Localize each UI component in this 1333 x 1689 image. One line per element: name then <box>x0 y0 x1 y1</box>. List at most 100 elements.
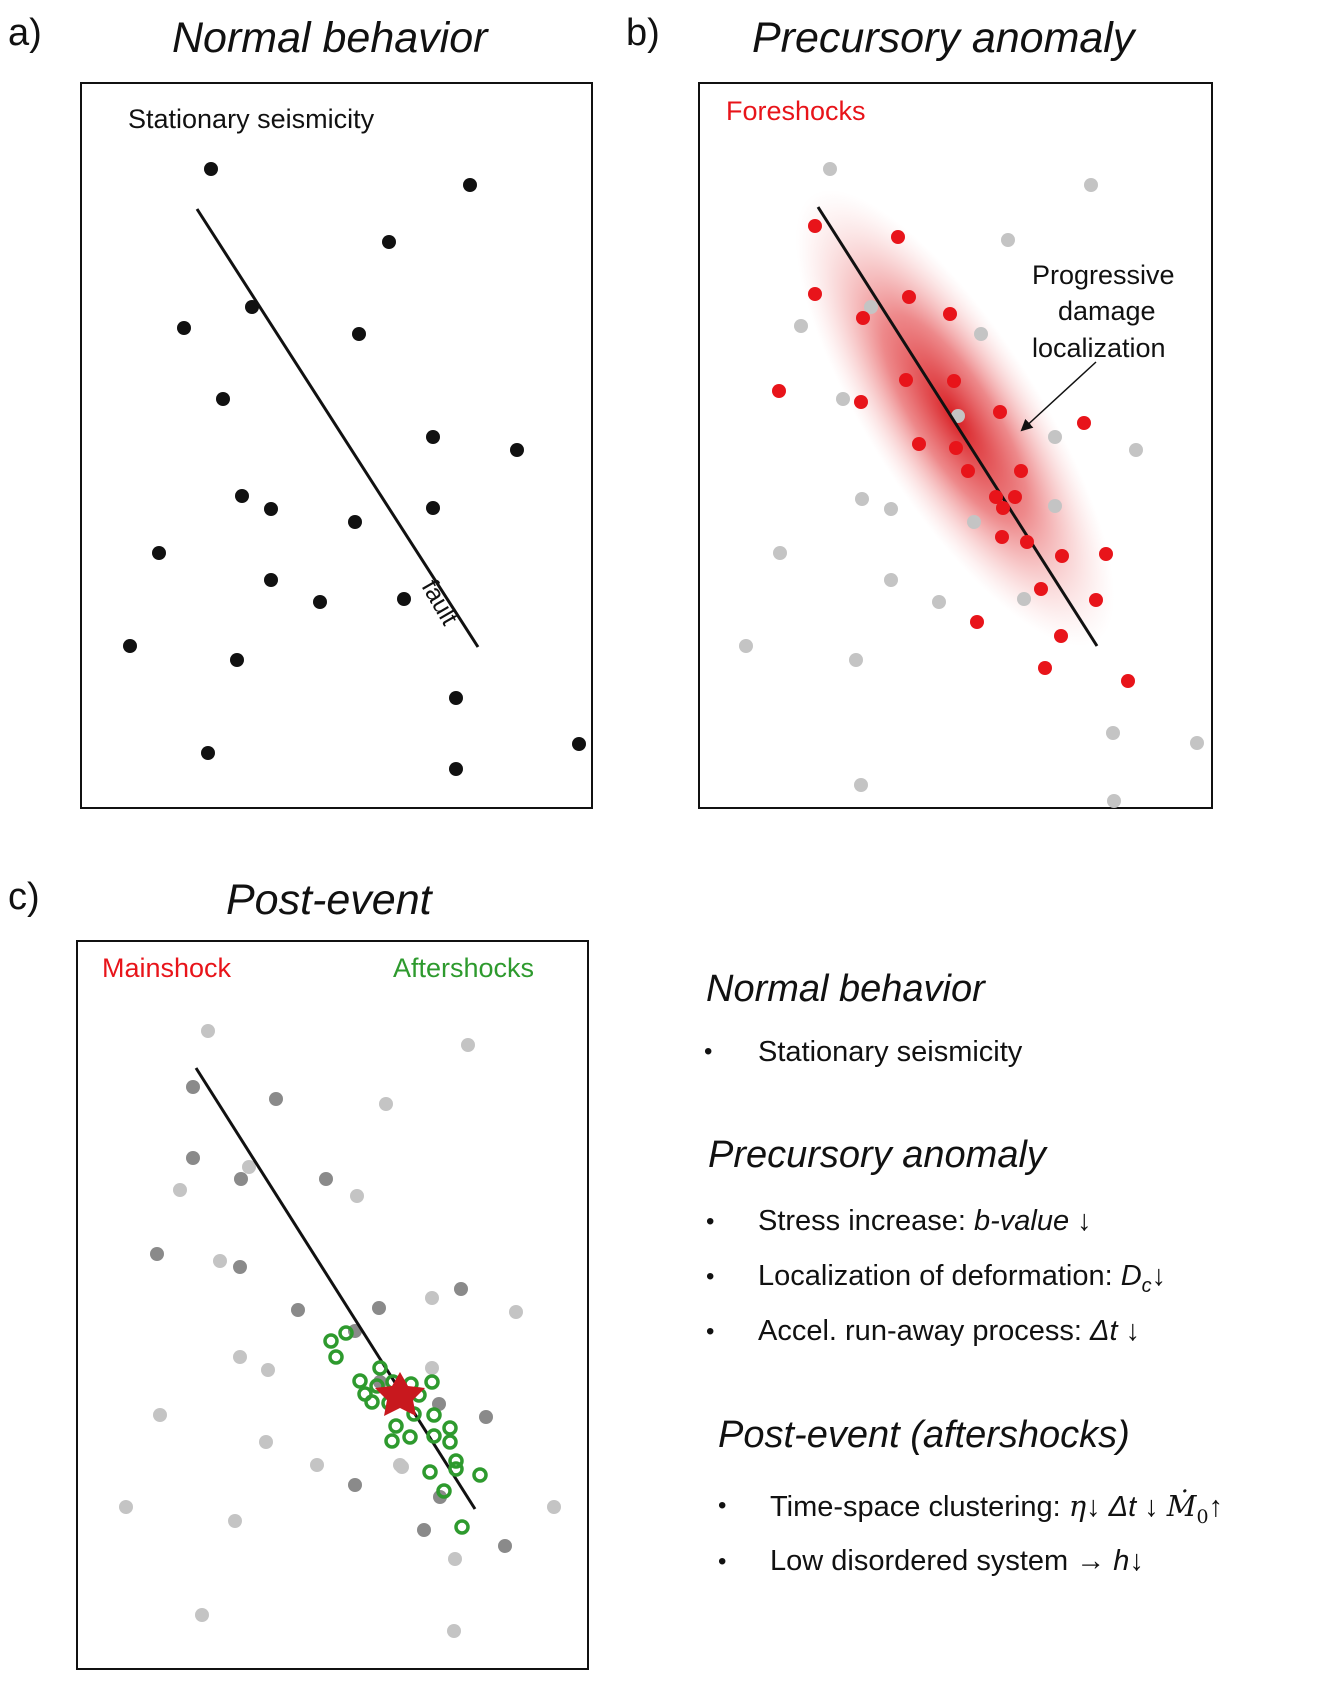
panel-a-letter: a) <box>8 12 42 54</box>
seismic-event-dot <box>348 515 362 529</box>
foreshock-dot <box>856 311 870 325</box>
aftershock-circle <box>442 1420 458 1436</box>
background-event-dot <box>259 1435 273 1449</box>
background-event-dot <box>884 573 898 587</box>
foreshock-dot <box>995 530 1009 544</box>
foreshock-dot <box>772 384 786 398</box>
panel-b-label: Foreshocks <box>726 96 866 126</box>
foreshock-dot <box>1054 629 1068 643</box>
background-event-dot <box>849 653 863 667</box>
legend-bullet: • <box>718 1548 727 1575</box>
background-event-dot <box>233 1350 247 1364</box>
background-event-dot <box>173 1183 187 1197</box>
legend-heading-post: Post-event (aftershocks) <box>718 1414 1130 1456</box>
fault-line-a <box>195 208 480 648</box>
background-event-dot <box>1017 592 1031 606</box>
foreshock-dot <box>993 405 1007 419</box>
background-event-dot <box>1190 736 1204 750</box>
background-event-dot <box>201 1024 215 1038</box>
seismic-event-dot <box>382 235 396 249</box>
foreshock-dot <box>1077 416 1091 430</box>
background-event-dot <box>153 1408 167 1422</box>
background-event-dot <box>195 1608 209 1622</box>
aftershock-circle <box>338 1325 354 1341</box>
background-event-dot <box>186 1151 200 1165</box>
foreshock-dot <box>1121 674 1135 688</box>
aftershock-circle <box>388 1418 404 1434</box>
seismic-event-dot <box>426 501 440 515</box>
seismic-event-dot <box>177 321 191 335</box>
seismic-event-dot <box>426 430 440 444</box>
seismic-event-dot <box>245 300 259 314</box>
background-event-dot <box>967 515 981 529</box>
aftershock-circle <box>352 1373 368 1389</box>
legend-bullet: • <box>718 1492 727 1519</box>
foreshock-dot <box>899 373 913 387</box>
panel-a-box <box>80 82 593 809</box>
panel-b-red-dots <box>772 219 1135 688</box>
background-event-dot <box>372 1301 386 1315</box>
aftershock-circle <box>372 1360 388 1376</box>
annotation-arrow <box>1020 361 1097 432</box>
aftershock-circle <box>422 1464 438 1480</box>
background-event-dot <box>836 392 850 406</box>
foreshock-dot <box>1020 535 1034 549</box>
background-event-dot <box>794 319 808 333</box>
seismic-event-dot <box>152 546 166 560</box>
background-event-dot <box>974 327 988 341</box>
aftershock-circle <box>323 1333 339 1349</box>
background-event-dot <box>379 1097 393 1111</box>
seismic-event-dot <box>397 592 411 606</box>
background-event-dot <box>854 778 868 792</box>
background-event-dot <box>228 1514 242 1528</box>
foreshock-dot <box>854 395 868 409</box>
panel-a-label: Stationary seismicity <box>128 104 375 134</box>
panel-a-dots <box>123 162 586 776</box>
panel-c-box <box>76 940 589 1670</box>
background-event-dot <box>417 1523 431 1537</box>
panel-b-letter: b) <box>626 12 660 54</box>
background-event-dot <box>425 1361 439 1375</box>
background-event-dot <box>739 639 753 653</box>
seismic-event-dot <box>463 178 477 192</box>
legend-bullet: • <box>706 1208 715 1235</box>
background-event-dot <box>479 1410 493 1424</box>
seismic-event-dot <box>204 162 218 176</box>
background-event-dot <box>393 1458 407 1472</box>
legend-item-disordered: Low disordered system → h↓ <box>770 1545 1144 1577</box>
background-event-dot <box>498 1539 512 1553</box>
aftershock-circle <box>448 1461 464 1477</box>
legend-item-stress: Stress increase: b-value ↓ <box>758 1205 1092 1237</box>
background-event-dot <box>1084 178 1098 192</box>
aftershock-circle <box>364 1394 380 1410</box>
annotation-line-1: Progressive <box>1032 260 1175 290</box>
foreshock-dot <box>808 219 822 233</box>
aftershock-circle <box>436 1483 452 1499</box>
aftershock-circle <box>424 1374 440 1390</box>
seismic-event-dot <box>510 443 524 457</box>
foreshock-dot <box>1055 549 1069 563</box>
background-event-dot <box>348 1478 362 1492</box>
legend-item-runaway: Accel. run-away process: Δt ↓ <box>758 1315 1141 1347</box>
aftershock-circle <box>448 1453 464 1469</box>
background-event-dot <box>447 1624 461 1638</box>
background-event-dot <box>823 162 837 176</box>
aftershock-circle <box>426 1407 442 1423</box>
background-event-dot <box>242 1160 256 1174</box>
fault-line-b <box>816 206 1099 647</box>
panel-c-letter: c) <box>8 876 40 918</box>
legend-bullet: • <box>706 1263 715 1290</box>
background-event-dot <box>261 1363 275 1377</box>
mainshock-label: Mainshock <box>102 953 232 983</box>
foreshock-dot <box>949 441 963 455</box>
seismic-event-dot <box>216 392 230 406</box>
aftershock-circle <box>402 1429 418 1445</box>
foreshock-dot <box>1038 661 1052 675</box>
aftershocks-label: Aftershocks <box>393 953 535 983</box>
mainshock-star <box>375 1372 425 1416</box>
background-event-dot <box>547 1500 561 1514</box>
foreshock-dot <box>1089 593 1103 607</box>
panel-c-green-circles <box>323 1325 488 1535</box>
background-event-dot <box>454 1282 468 1296</box>
foreshock-dot <box>1099 547 1113 561</box>
